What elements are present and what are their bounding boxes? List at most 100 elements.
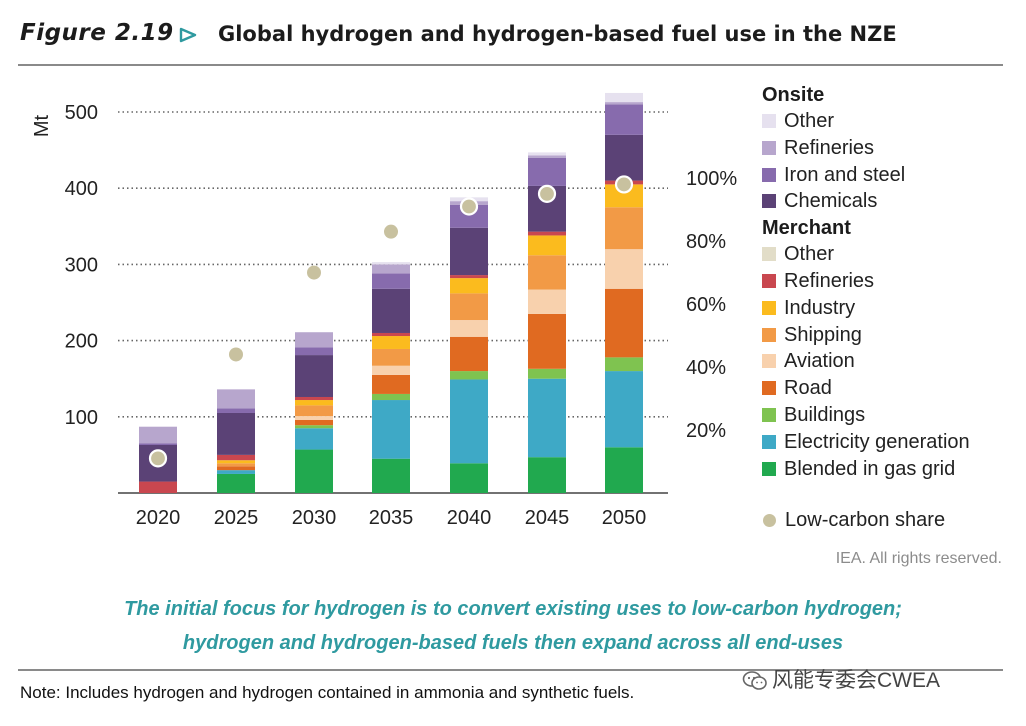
legend-label: Iron and steel bbox=[784, 163, 906, 186]
bar-segment-onsite-refineries-2050 bbox=[605, 102, 643, 105]
legend-item-merchant-aviation: Aviation bbox=[762, 348, 1022, 375]
low-carbon-share-point-2025 bbox=[229, 347, 243, 362]
bar-segment-onsite-other-2035 bbox=[372, 262, 410, 265]
bar-segment-merchant-industry-2030 bbox=[295, 400, 333, 406]
low-carbon-dot-swatch bbox=[763, 514, 776, 527]
y2-tick-label: 20% bbox=[686, 420, 726, 442]
wechat-icon bbox=[742, 671, 767, 690]
caption-line-1: The initial focus for hydrogen is to con… bbox=[124, 598, 902, 620]
low-carbon-share-point-2045 bbox=[537, 184, 557, 203]
bar-segment-merchant-blended-in-gas-grid-2035 bbox=[372, 458, 410, 493]
caption-line-2: hydrogen and hydrogen-based fuels then e… bbox=[182, 632, 844, 654]
bar-segment-merchant-industry-2045 bbox=[528, 235, 566, 256]
chart-legend: Onsite Other Refineries Iron and steel Chem… bbox=[762, 82, 1022, 482]
low-carbon-share-point-2050 bbox=[614, 175, 634, 194]
legend-label: Shipping bbox=[784, 323, 862, 346]
bar-segment-onsite-chemicals-2050 bbox=[605, 134, 643, 181]
legend-swatch bbox=[762, 327, 776, 342]
x-tick-label: 2030 bbox=[292, 507, 337, 529]
bar-segment-merchant-road-2035 bbox=[372, 374, 410, 394]
bar-segment-onsite-refineries-2045 bbox=[528, 155, 566, 158]
bar-segment-merchant-refineries-2045 bbox=[528, 231, 566, 236]
bar-segment-merchant-electricity-generation-2035 bbox=[372, 400, 410, 459]
legend-item-merchant-other: Other bbox=[762, 241, 1022, 268]
bar-segment-onsite-iron-and-steel-2030 bbox=[295, 347, 333, 356]
bar-segment-onsite-chemicals-2030 bbox=[295, 355, 333, 397]
watermark: 风能专委会CWEA bbox=[742, 666, 940, 696]
y-tick-label: 500 bbox=[65, 102, 98, 124]
low-carbon-share-point-2020 bbox=[148, 449, 168, 468]
bar-segment-merchant-buildings-2050 bbox=[605, 357, 643, 372]
legend-label: Road bbox=[784, 377, 832, 400]
legend-label: Other bbox=[784, 243, 835, 266]
legend-label: Aviation bbox=[784, 350, 855, 373]
legend-label: Electricity generation bbox=[784, 430, 970, 453]
y-tick-label: 100 bbox=[65, 407, 98, 429]
bar-segment-onsite-refineries-2025 bbox=[217, 389, 255, 409]
bar-segment-onsite-other-2045 bbox=[528, 152, 566, 156]
bar-segment-merchant-shipping-2045 bbox=[528, 255, 566, 290]
stacked-bar-chart: 100 200 300 400 500 Mt 20% 40% 60% 80% 100% 2020 202… bbox=[31, 92, 737, 529]
bar-segment-merchant-industry-2040 bbox=[450, 278, 488, 294]
legend-item-merchant-electricity-generation: Electricity generation bbox=[762, 429, 1022, 456]
bar-segment-merchant-shipping-2035 bbox=[372, 348, 410, 366]
bar-segment-merchant-buildings-2040 bbox=[450, 371, 488, 380]
legend-heading-onsite: Onsite bbox=[762, 84, 825, 106]
figure-header: Figure 2.19 Global hydrogen and hydrogen… bbox=[20, 18, 1005, 54]
legend-swatch bbox=[762, 247, 776, 262]
legend-label: Industry bbox=[784, 296, 856, 319]
x-tick-label: 2020 bbox=[136, 507, 181, 529]
bar-segment-merchant-blended-in-gas-grid-2040 bbox=[450, 463, 488, 493]
bar-segment-merchant-refineries-2020 bbox=[139, 481, 177, 493]
bar-segment-merchant-shipping-2030 bbox=[295, 405, 333, 417]
bar-segment-onsite-refineries-2020 bbox=[139, 426, 177, 444]
bar-segment-merchant-electricity-generation-2040 bbox=[450, 379, 488, 464]
low-carbon-share-point-2040 bbox=[459, 197, 479, 216]
bar-segment-onsite-iron-and-steel-2050 bbox=[605, 104, 643, 135]
legend-swatch bbox=[762, 273, 776, 288]
low-carbon-share-point-2035 bbox=[384, 224, 398, 239]
bar-segment-merchant-blended-in-gas-grid-2025 bbox=[217, 473, 255, 493]
rights-notice: IEA. All rights reserved. bbox=[835, 550, 1002, 567]
bar-segment-merchant-blended-in-gas-grid-2050 bbox=[605, 447, 643, 493]
bar-segment-onsite-iron-and-steel-2045 bbox=[528, 157, 566, 186]
y2-tick-label: 80% bbox=[686, 231, 726, 253]
x-tick-label: 2045 bbox=[525, 507, 570, 529]
bar-segment-merchant-refineries-2025 bbox=[217, 454, 255, 461]
legend-item-onsite-other: Other bbox=[762, 108, 1022, 135]
low-carbon-share-point-2030 bbox=[307, 265, 321, 280]
bar-segment-merchant-road-2050 bbox=[605, 288, 643, 358]
bar-segment-merchant-road-2030 bbox=[295, 419, 333, 426]
figure-title: Global hydrogen and hydrogen-based fuel … bbox=[218, 22, 897, 46]
x-tick-label: 2050 bbox=[602, 507, 647, 529]
bar-segment-onsite-iron-and-steel-2035 bbox=[372, 273, 410, 289]
legend-swatch bbox=[762, 434, 776, 449]
bar-segment-merchant-buildings-2035 bbox=[372, 393, 410, 401]
bar-segment-merchant-buildings-2030 bbox=[295, 425, 333, 429]
legend-label: Refineries bbox=[784, 136, 875, 159]
bar-segment-merchant-electricity-generation-2050 bbox=[605, 371, 643, 448]
legend-swatch bbox=[762, 461, 776, 476]
y-tick-label: 200 bbox=[65, 331, 98, 353]
legend-item-merchant-refineries: Refineries bbox=[762, 268, 1022, 295]
legend-label: Blended in gas grid bbox=[784, 457, 956, 480]
y-tick-label: 300 bbox=[65, 254, 98, 276]
legend-heading-merchant: Merchant bbox=[762, 217, 851, 240]
bar-segment-merchant-road-2040 bbox=[450, 336, 488, 372]
bar-segment-merchant-aviation-2030 bbox=[295, 416, 333, 420]
legend-swatch bbox=[762, 381, 776, 396]
legend-item-merchant-shipping: Shipping bbox=[762, 322, 1022, 349]
bar-segment-merchant-aviation-2045 bbox=[528, 289, 566, 314]
legend-item-low-carbon-share: Low-carbon share bbox=[762, 506, 945, 534]
bar-segment-merchant-blended-in-gas-grid-2030 bbox=[295, 449, 333, 493]
legend-swatch bbox=[762, 194, 776, 209]
bar-segment-merchant-industry-2035 bbox=[372, 336, 410, 349]
legend-swatch bbox=[762, 354, 776, 369]
bar-segment-onsite-refineries-2030 bbox=[295, 332, 333, 348]
bar-segment-onsite-refineries-2035 bbox=[372, 264, 410, 274]
bar-segment-merchant-electricity-generation-2025 bbox=[217, 470, 255, 474]
legend-item-onsite-iron-and-steel: Iron and steel bbox=[762, 162, 1022, 189]
bar-segment-merchant-electricity-generation-2045 bbox=[528, 378, 566, 458]
play-arrow-icon bbox=[179, 27, 197, 43]
y2-tick-label: 60% bbox=[686, 294, 726, 316]
